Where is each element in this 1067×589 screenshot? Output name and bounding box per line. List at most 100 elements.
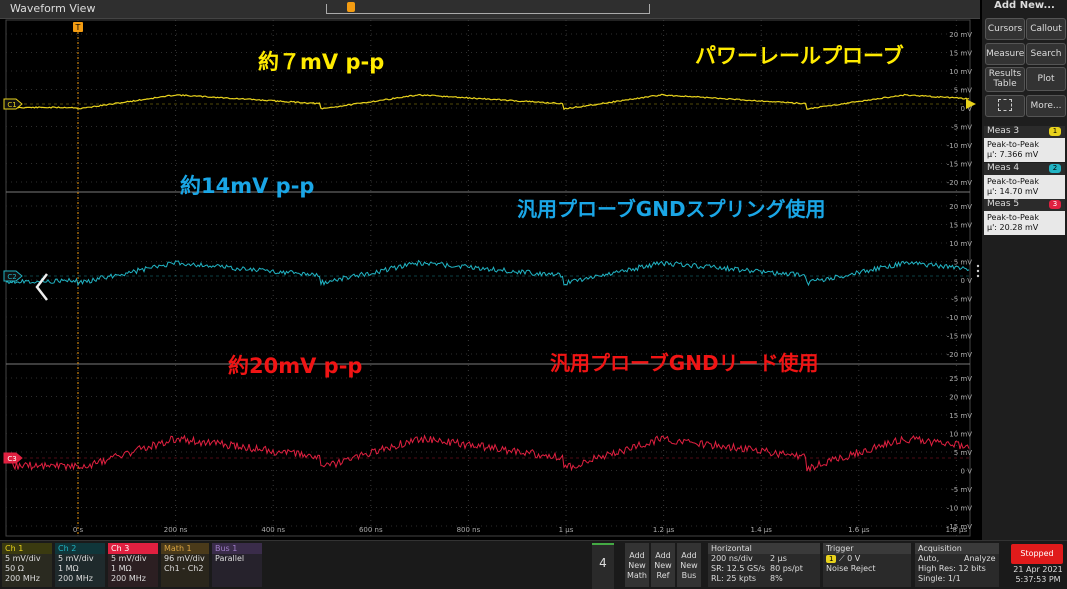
meas-4-label: Peak-to-Peak (987, 177, 1039, 186)
meas-3-badge[interactable]: Meas 3 1 Peak-to-Peak µ': 7.366 mV (984, 126, 1065, 162)
ch1-termination: 50 Ω (5, 564, 24, 573)
ch1-badge[interactable]: Ch 1 5 mV/div 50 Ω 200 MHz (2, 543, 52, 587)
y-tick-label: 5 mV (954, 87, 972, 95)
y-tick-label: 0 V (961, 468, 973, 476)
horizontal-scale: 200 ns/div (711, 554, 753, 563)
measure-button[interactable]: Measure (985, 43, 1025, 65)
bus1-title: Bus 1 (212, 543, 262, 554)
waveform-plot[interactable]: 20 mV 15 mV 10 mV 5 mV 0 V -5 mV -10 mV -15 mV -… (0, 18, 980, 540)
y-tick-label: -15 mV (947, 161, 972, 169)
y-tick-label: 0 V (961, 277, 973, 285)
zoom-box-icon (998, 98, 1012, 111)
math1-badge[interactable]: Math 1 96 mV/div Ch1 - Ch2 (161, 543, 209, 587)
ch1-title: Ch 1 (2, 543, 52, 554)
y-tick-label: -20 mV (947, 179, 972, 187)
meas-5-badge[interactable]: Meas 5 3 Peak-to-Peak µ': 20.28 mV (984, 199, 1065, 235)
trigger-position-percent: 8% (770, 574, 783, 583)
x-tick-label: 1.4 µs (750, 526, 772, 534)
c3-probe-annotation: 汎用プローブGNDリード使用 (550, 351, 819, 375)
c1-pp-annotation: 約７mV p-p (258, 50, 385, 74)
trigger-title: Trigger (823, 543, 911, 554)
horizontal-badge[interactable]: Horizontal 200 ns/div 2 µs SR: 12.5 GS/s 8… (708, 543, 820, 587)
meas-5-label: Peak-to-Peak (987, 213, 1039, 222)
x-tick-label: 0 s (73, 526, 84, 534)
plot-frame (5, 19, 971, 537)
c1-probe-annotation: パワーレールプローブ (695, 44, 904, 68)
waveform-view-title-bar: Waveform View (0, 0, 980, 19)
y-tick-label: 10 mV (949, 431, 972, 439)
trigger-source: 1 (826, 555, 837, 563)
y-tick-label: -5 mV (951, 124, 972, 132)
results-sidebar: Add New... Cursors Callout Measure Searc… (982, 0, 1067, 540)
ch1-scale: 5 mV/div (5, 554, 41, 563)
date: 21 Apr 2021 (1013, 565, 1063, 574)
record-length: RL: 25 kpts (711, 574, 756, 583)
c3-trace (5, 434, 970, 473)
trigger-position-marker[interactable] (347, 2, 355, 12)
ch2-badge[interactable]: Ch 2 5 mV/div 1 MΩ 200 MHz (55, 543, 105, 587)
c1-trace (5, 93, 970, 111)
horizontal-title: Horizontal (708, 543, 820, 554)
horizontal-record-duration: 2 µs (770, 554, 787, 563)
math1-expression: Ch1 - Ch2 (164, 564, 204, 573)
time: 5:37:53 PM (1015, 575, 1061, 584)
trigger-t-icon: T (73, 22, 83, 32)
y-tick-label: -10 mV (947, 314, 972, 322)
c2-trace (5, 259, 970, 287)
sample-interval: 80 ps/pt (770, 564, 803, 573)
y-tick-label: -10 mV (947, 142, 972, 150)
y-tick-label: -5 mV (951, 296, 972, 304)
acquisition-single-count: Single: 1/1 (918, 574, 961, 583)
y-tick-label: 0 V (961, 105, 973, 113)
acquisition-analyze: Analyze (964, 554, 996, 563)
trigger-level: 0 V (847, 554, 861, 563)
meas-4-source: 2 (1049, 164, 1061, 173)
x-tick-label: 1 µs (559, 526, 574, 534)
meas-3-value: µ': 7.366 mV (987, 150, 1039, 159)
more-button[interactable]: More... (1026, 95, 1066, 117)
ch1-bandwidth: 200 MHz (5, 574, 40, 583)
add-new-bus-button[interactable]: Add New Bus (677, 543, 701, 587)
trigger-badge[interactable]: Trigger 1 ⟋ 0 V Noise Reject (823, 543, 911, 587)
channel-1-handle[interactable]: C1 (3, 98, 23, 110)
c3-pp-annotation: 約20mV p-p (228, 354, 363, 378)
y-tick-label: 20 mV (949, 31, 972, 39)
acquisition-badge[interactable]: Acquisition Auto, Analyze High Res: 12 bi… (915, 543, 999, 587)
y-tick-label: 5 mV (954, 449, 972, 457)
x-tick-label: 1.2 µs (653, 526, 675, 534)
x-tick-label: 400 ns (261, 526, 285, 534)
ch3-badge[interactable]: Ch 3 5 mV/div 1 MΩ 200 MHz (108, 543, 158, 587)
plot-button[interactable]: Plot (1026, 67, 1066, 91)
results-table-button[interactable]: Results Table (985, 67, 1025, 92)
y-tick-label: -15 mV (947, 523, 972, 531)
y-tick-label: -5 mV (951, 486, 972, 494)
add-new-ref-button[interactable]: Add New Ref (651, 543, 675, 587)
y-tick-label: 20 mV (949, 394, 972, 402)
add-new-math-button[interactable]: Add New Math (625, 543, 649, 587)
y-tick-label: -15 mV (947, 333, 972, 341)
collapse-left-icon[interactable] (33, 272, 51, 302)
callout-button[interactable]: Callout (1026, 18, 1066, 40)
meas-4-name: Meas 4 (987, 163, 1020, 173)
waveform-view[interactable]: Waveform View 20 mV 15 mV 10 mV 5 mV 0 V -5 m… (0, 0, 980, 540)
zoom-button[interactable] (985, 95, 1025, 117)
horizontal-position-bar[interactable] (326, 4, 650, 14)
channel-count-button[interactable]: 4 (592, 543, 614, 589)
bus1-badge[interactable]: Bus 1 Parallel (212, 543, 262, 587)
search-button[interactable]: Search (1026, 43, 1066, 65)
bus1-type: Parallel (215, 554, 245, 563)
channel-markers[interactable]: T C1 C2 C3 (3, 22, 976, 464)
channel-2-handle[interactable]: C2 (3, 270, 23, 282)
add-new-title: Add New... (994, 0, 1055, 11)
ch2-title: Ch 2 (55, 543, 105, 554)
axis-ticks: 20 mV 15 mV 10 mV 5 mV 0 V -5 mV -10 mV -15 mV -… (73, 31, 972, 534)
channel-3-handle[interactable]: C3 (3, 452, 23, 464)
sidebar-resize-handle-icon[interactable] (976, 263, 980, 278)
meas-4-badge[interactable]: Meas 4 2 Peak-to-Peak µ': 14.70 mV (984, 163, 1065, 199)
meas-5-value: µ': 20.28 mV (987, 223, 1039, 232)
c2-pp-annotation: 約14mV p-p (180, 174, 315, 198)
cursors-button[interactable]: Cursors (985, 18, 1025, 40)
ch3-bandwidth: 200 MHz (111, 574, 146, 583)
ch3-scale: 5 mV/div (111, 554, 147, 563)
run-stop-button[interactable]: Stopped (1011, 544, 1063, 564)
